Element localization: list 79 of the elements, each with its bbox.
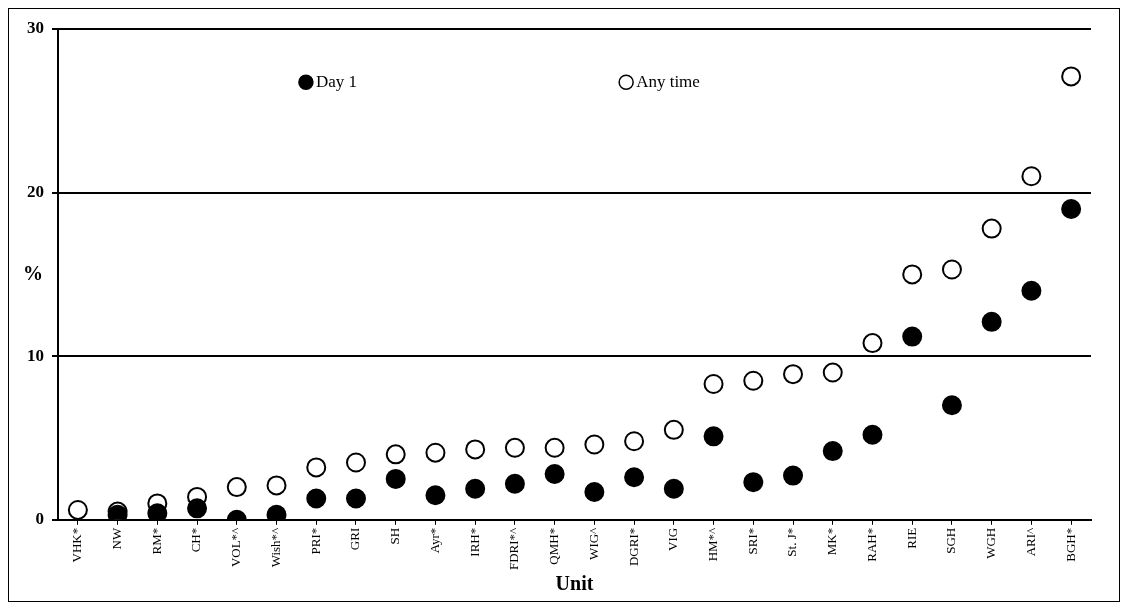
x-tick-label: Ayr*: [426, 527, 442, 554]
point: [187, 498, 208, 519]
y-tick-label: 0: [35, 509, 44, 529]
point: [663, 419, 684, 440]
point: [266, 475, 287, 496]
point: [306, 457, 327, 478]
point: [624, 431, 645, 452]
point: [902, 264, 923, 285]
point: [783, 465, 804, 486]
x-tick-label: SRI*: [744, 527, 760, 555]
point: [822, 362, 843, 383]
x-tick-label: St. J*: [784, 527, 800, 557]
x-tick-label: QMH*: [546, 527, 562, 565]
point: [941, 395, 962, 416]
point: [584, 434, 605, 455]
point: [584, 481, 605, 502]
point: [345, 452, 366, 473]
point: [1061, 66, 1082, 87]
point: [902, 326, 923, 347]
point: [703, 426, 724, 447]
point: [504, 473, 525, 494]
point: [345, 488, 366, 509]
point: [544, 463, 565, 484]
point: [385, 444, 406, 465]
point: [703, 374, 724, 394]
point: [544, 437, 565, 458]
x-tick-label: VOL*^: [228, 527, 244, 568]
point: [226, 477, 247, 498]
x-tick-label: RAH*: [863, 527, 879, 562]
y-tick-label: 20: [27, 181, 44, 201]
point: [981, 218, 1002, 239]
point: [147, 503, 168, 520]
point: [783, 364, 804, 385]
x-tick-label: BGH*: [1062, 527, 1078, 562]
point: [822, 441, 843, 462]
point: [743, 370, 764, 391]
x-tick-label: WGH: [983, 527, 999, 559]
point: [743, 472, 764, 493]
x-tick-label: MK*: [824, 527, 840, 556]
x-tick-label: IRH*: [466, 527, 482, 557]
point: [425, 485, 446, 506]
x-tick-label: RM*: [148, 527, 164, 555]
x-tick-label: PRI*: [307, 527, 323, 555]
y-tick-label: 30: [27, 18, 44, 38]
x-axis-title: Unit: [555, 572, 594, 595]
x-tick-label: SGH: [943, 527, 959, 554]
point: [67, 499, 88, 520]
x-tick-label: VHK*: [69, 527, 85, 563]
point: [306, 488, 327, 509]
x-tick-label: DGRI*: [625, 527, 641, 567]
legend-label: Any time: [636, 71, 700, 91]
point: [385, 468, 406, 489]
point: [663, 478, 684, 499]
point: [941, 259, 962, 280]
point: [981, 311, 1002, 332]
x-tick-label: SH: [387, 527, 403, 545]
point: [862, 424, 883, 445]
x-tick-label: VIG: [665, 527, 681, 551]
x-tick-label: GRI: [347, 527, 363, 551]
x-tick-label: FDRI*^: [506, 527, 522, 570]
point: [1021, 280, 1042, 301]
point: [624, 467, 645, 488]
point: [1061, 198, 1082, 219]
x-tick-label: RIE: [903, 527, 919, 549]
point: [504, 437, 525, 458]
point: [465, 439, 486, 460]
x-tick-label: CH*: [188, 527, 204, 553]
legend-label: Day 1: [315, 71, 357, 91]
point: [862, 333, 883, 354]
x-tick-label: WIG^: [585, 527, 601, 560]
point: [465, 478, 486, 499]
point: [1021, 166, 1042, 187]
y-axis-title: %: [23, 261, 43, 284]
x-tick-label: HM*^: [704, 527, 720, 562]
x-tick-label: NW: [109, 527, 125, 550]
x-tick-label: ARI^: [1022, 527, 1038, 557]
x-tick-label: Wish*^: [267, 527, 283, 568]
point: [425, 442, 446, 463]
y-tick-label: 10: [27, 345, 44, 365]
